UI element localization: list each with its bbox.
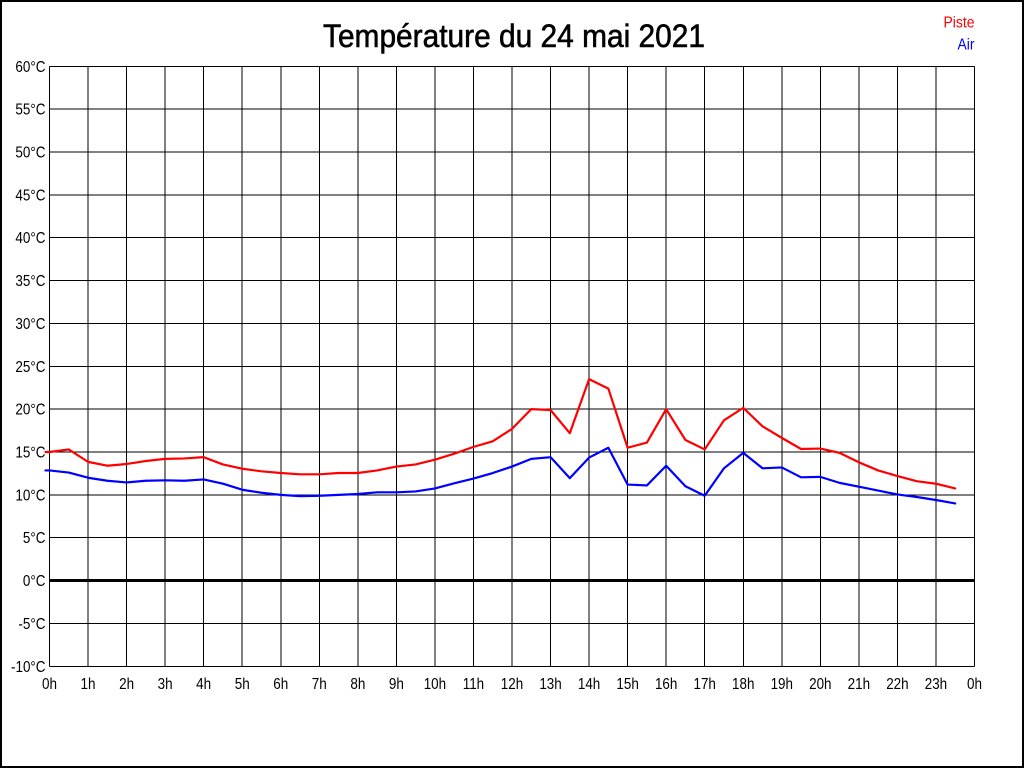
- svg-text:35°C: 35°C: [15, 273, 45, 290]
- svg-text:0h: 0h: [42, 676, 57, 693]
- svg-text:18h: 18h: [732, 676, 754, 693]
- svg-text:23h: 23h: [925, 676, 947, 693]
- svg-text:0°C: 0°C: [23, 573, 46, 590]
- svg-text:Air: Air: [958, 36, 976, 53]
- svg-text:-5°C: -5°C: [18, 616, 45, 633]
- svg-text:50°C: 50°C: [15, 145, 45, 162]
- svg-text:0h: 0h: [967, 676, 982, 693]
- svg-text:Température du 24 mai 2021: Température du 24 mai 2021: [323, 18, 705, 54]
- svg-text:5°C: 5°C: [23, 530, 46, 547]
- svg-text:Piste: Piste: [944, 14, 975, 31]
- svg-text:22h: 22h: [886, 676, 908, 693]
- svg-text:6h: 6h: [273, 676, 288, 693]
- svg-text:25°C: 25°C: [15, 359, 45, 376]
- svg-text:40°C: 40°C: [15, 230, 45, 247]
- svg-text:20h: 20h: [809, 676, 831, 693]
- svg-text:20°C: 20°C: [15, 402, 45, 419]
- svg-text:15°C: 15°C: [15, 445, 45, 462]
- svg-text:4h: 4h: [196, 676, 211, 693]
- svg-text:19h: 19h: [771, 676, 793, 693]
- svg-text:11h: 11h: [463, 676, 484, 693]
- svg-text:21h: 21h: [848, 676, 870, 693]
- svg-text:17h: 17h: [694, 676, 716, 693]
- svg-text:1h: 1h: [81, 676, 96, 693]
- svg-text:16h: 16h: [655, 676, 677, 693]
- svg-text:10°C: 10°C: [15, 487, 45, 504]
- svg-text:9h: 9h: [389, 676, 404, 693]
- svg-text:55°C: 55°C: [15, 102, 45, 119]
- svg-text:10h: 10h: [424, 676, 446, 693]
- svg-text:8h: 8h: [350, 676, 365, 693]
- svg-text:60°C: 60°C: [15, 59, 45, 76]
- svg-text:5h: 5h: [235, 676, 250, 693]
- svg-text:30°C: 30°C: [15, 316, 45, 333]
- svg-text:3h: 3h: [158, 676, 173, 693]
- svg-text:-10°C: -10°C: [11, 659, 46, 676]
- svg-text:13h: 13h: [539, 676, 561, 693]
- svg-text:14h: 14h: [578, 676, 600, 693]
- svg-text:45°C: 45°C: [15, 187, 45, 204]
- svg-text:7h: 7h: [312, 676, 327, 693]
- svg-text:12h: 12h: [501, 676, 523, 693]
- svg-text:15h: 15h: [616, 676, 638, 693]
- svg-text:2h: 2h: [119, 676, 134, 693]
